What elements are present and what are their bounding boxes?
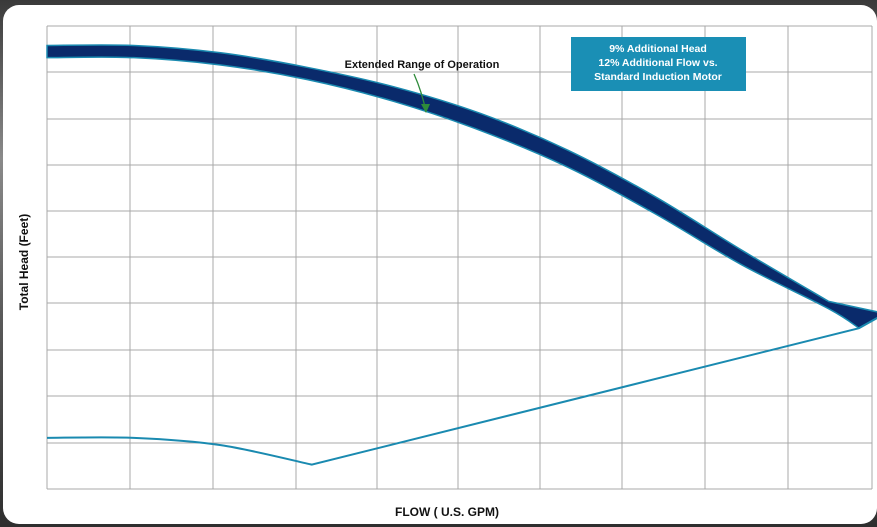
extended-range-band xyxy=(46,44,877,330)
annotation-extended-range: Extended Range of Operation xyxy=(345,59,500,71)
x-axis-label: FLOW ( U.S. GPM) xyxy=(395,505,499,519)
series-layer xyxy=(46,44,877,466)
callout-line-2: 12% Additional Flow vs. xyxy=(598,57,717,69)
callout-line-1: 9% Additional Head xyxy=(609,43,707,55)
lower-operating-curve xyxy=(46,316,877,466)
callout-background xyxy=(571,37,746,91)
callout-line-3: Standard Induction Motor xyxy=(594,71,722,83)
y-axis-label: Total Head (Feet) xyxy=(17,214,31,310)
callout-box: 9% Additional Head 12% Additional Flow v… xyxy=(571,37,746,91)
annotation-arrowhead xyxy=(421,104,430,113)
annotation-group: Extended Range of Operation xyxy=(345,59,500,113)
chart-card xyxy=(3,5,877,524)
